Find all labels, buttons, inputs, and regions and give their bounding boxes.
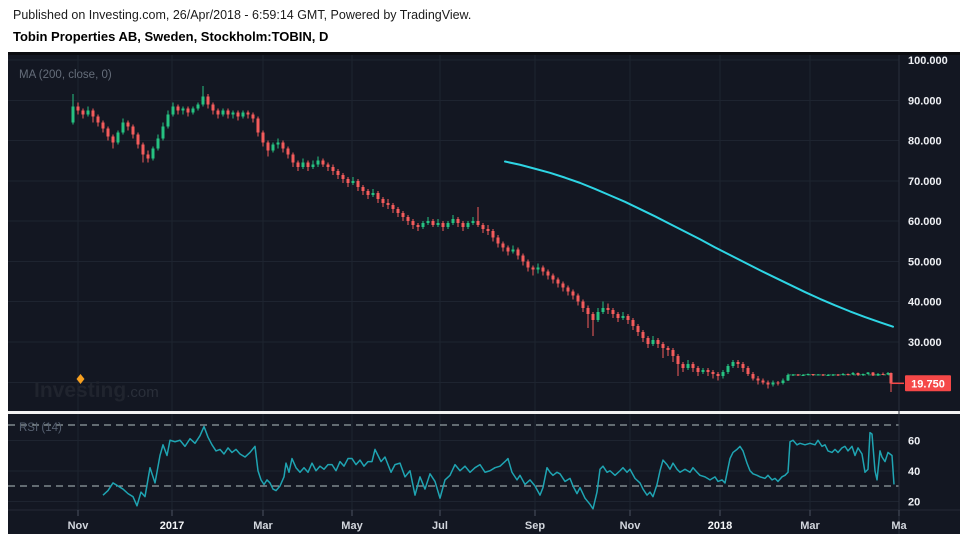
instrument-title: Tobin Properties AB, Sweden, Stockholm:T…: [13, 29, 329, 44]
price-chart-canvas[interactable]: Investing.com 100.000 90.000 80.000 70.000 60…: [8, 52, 960, 534]
watermark-flame-icon: [76, 374, 85, 384]
rsi-bands: [8, 424, 899, 487]
investing-watermark: Investing.com: [34, 374, 159, 402]
svg-text:Mar: Mar: [253, 520, 273, 532]
svg-text:2017: 2017: [160, 520, 184, 532]
published-info-line: Published on Investing.com, 26/Apr/2018 …: [13, 8, 472, 22]
svg-text:20: 20: [908, 496, 920, 508]
svg-text:2018: 2018: [708, 520, 732, 532]
rsi-axis-labels: 60 40 20: [908, 435, 920, 508]
svg-text:Jul: Jul: [432, 520, 448, 532]
svg-text:Sep: Sep: [525, 520, 545, 532]
svg-text:80.000: 80.000: [908, 136, 942, 148]
svg-text:Nov: Nov: [620, 520, 642, 532]
svg-text:40: 40: [908, 466, 920, 478]
svg-text:90.000: 90.000: [908, 95, 942, 107]
svg-text:19.750: 19.750: [911, 378, 945, 390]
axis-borders: [8, 55, 960, 534]
chart-background: [8, 55, 960, 534]
svg-text:40.000: 40.000: [908, 297, 942, 309]
header-divider: [8, 52, 960, 55]
ma-indicator-label: MA (200, close, 0): [19, 69, 112, 81]
svg-text:May: May: [341, 520, 363, 532]
svg-text:100.000: 100.000: [908, 55, 948, 67]
svg-text:Mar: Mar: [800, 520, 820, 532]
candles-layer: [71, 86, 893, 392]
svg-text:60.000: 60.000: [908, 216, 942, 228]
svg-text:Ma: Ma: [891, 520, 907, 532]
svg-text:30.000: 30.000: [908, 337, 942, 349]
svg-text:50.000: 50.000: [908, 256, 942, 268]
rsi-indicator-label: RSI (14): [19, 422, 62, 434]
rsi-line: [102, 425, 895, 510]
watermark-text: Investing.com: [34, 379, 159, 402]
pane-separator: [8, 411, 960, 414]
price-axis-labels: 100.000 90.000 80.000 70.000 60.000 50.000 40.…: [908, 55, 948, 349]
grid-layer: [8, 55, 900, 510]
svg-text:70.000: 70.000: [908, 176, 942, 188]
last-price-badge: 19.750: [891, 375, 951, 392]
svg-text:60: 60: [908, 435, 920, 447]
time-axis-labels: Nov 2017 Mar May Jul Sep Nov 2018 Mar Ma: [68, 520, 908, 532]
ma200-line: [504, 160, 894, 328]
svg-text:Nov: Nov: [68, 520, 90, 532]
